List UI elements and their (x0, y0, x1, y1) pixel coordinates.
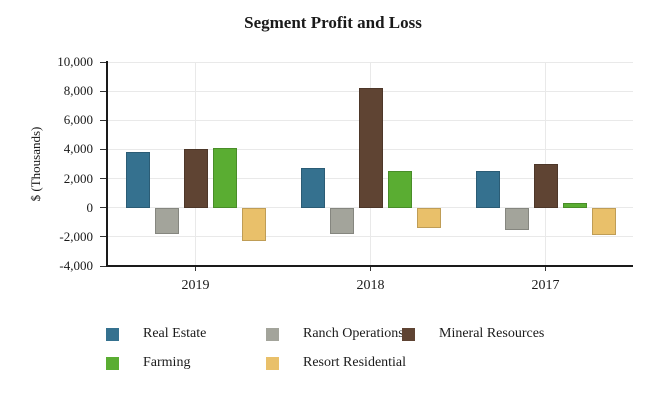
bar-real-estate-2017 (475, 171, 500, 208)
legend-swatch-real-estate (106, 327, 119, 341)
bar-farming-2019 (212, 147, 237, 208)
bar-real-estate-2018 (300, 168, 325, 208)
legend-label-ranch-operations: Ranch Operations (303, 326, 404, 341)
y-tick-label: 10,000 (57, 54, 93, 69)
y-tick-label: -4,000 (59, 258, 93, 273)
legend-item-farming: Farming (106, 355, 190, 371)
y-axis-tick (100, 61, 107, 63)
legend-item-resort-residential: Resort Residential (266, 355, 406, 371)
y-axis-tick (100, 148, 107, 150)
y-tick-label: 4,000 (63, 141, 93, 157)
y-tick-label: 2,000 (63, 170, 93, 186)
bar-mineral-resources-2019 (183, 149, 208, 208)
chart-title: Segment Profit and Loss (244, 13, 422, 32)
y-axis-tick (100, 207, 107, 209)
bar-mineral-resources-2018 (358, 88, 383, 208)
x-axis-tick (370, 266, 371, 271)
y-axis-tick (100, 119, 107, 121)
legend-label-real-estate: Real Estate (143, 326, 207, 341)
y-axis-tick (100, 178, 107, 180)
bar-resort-residential-2017 (591, 207, 616, 236)
legend-swatch-farming (106, 356, 119, 370)
legend-swatch-resort-residential (266, 356, 279, 370)
x-axis-tick (195, 266, 196, 271)
x-axis-tick (545, 266, 546, 271)
x-tick-label-2019: 2019 (181, 278, 210, 293)
x-tick-label-2017: 2017 (531, 278, 560, 293)
bar-farming-2017 (562, 203, 587, 208)
legend-label-resort-residential: Resort Residential (303, 355, 407, 370)
legend-swatch-ranch-operations (266, 327, 279, 341)
bar-real-estate-2019 (125, 152, 150, 208)
bar-ranch-operations-2018 (329, 207, 354, 234)
bar-ranch-operations-2019 (154, 207, 179, 234)
y-tick-label: 6,000 (63, 112, 93, 128)
y-axis-tick (100, 236, 107, 238)
legend-label-farming: Farming (143, 355, 191, 370)
x-tick-label-2018: 2018 (356, 278, 385, 293)
legend-item-mineral-resources: Mineral Resources (402, 326, 544, 342)
bar-resort-residential-2018 (416, 207, 441, 229)
legend-swatch-mineral-resources (402, 327, 415, 341)
legend-item-real-estate: Real Estate (106, 326, 206, 342)
bar-farming-2018 (387, 171, 412, 208)
y-axis-tick (100, 265, 107, 267)
y-axis-line (106, 61, 108, 267)
legend-label-mineral-resources: Mineral Resources (439, 326, 545, 341)
y-tick-label: 8,000 (63, 83, 93, 99)
x-axis-line (106, 265, 633, 267)
bar-resort-residential-2019 (241, 207, 266, 242)
bar-mineral-resources-2017 (533, 164, 558, 208)
legend-item-ranch-operations: Ranch Operations (266, 326, 404, 342)
y-axis-tick (100, 90, 107, 92)
bar-ranch-operations-2017 (504, 207, 529, 230)
y-tick-label: -2,000 (59, 228, 93, 244)
y-tick-label: 0 (86, 199, 94, 215)
